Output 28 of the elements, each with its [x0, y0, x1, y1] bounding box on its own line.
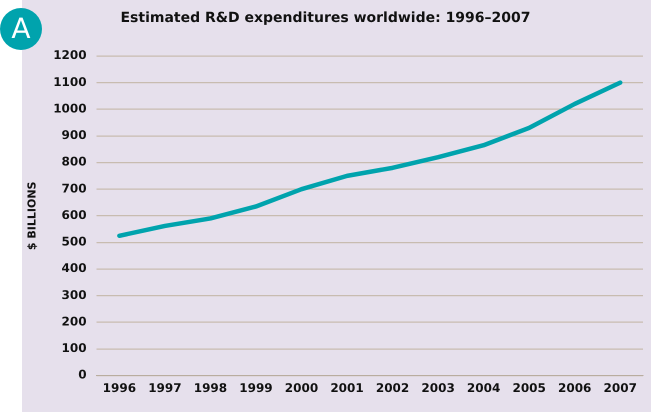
x-tick-label: 1998 [194, 380, 228, 395]
x-tick-label: 2000 [284, 380, 318, 395]
y-tick-label: 300 [62, 288, 87, 302]
y-tick-label: 1200 [53, 48, 87, 62]
y-axis-title: $ BILLIONS [25, 181, 38, 250]
x-tick-label: 1996 [102, 380, 136, 395]
y-tick-label: 200 [62, 314, 87, 328]
y-tick-label: 800 [62, 154, 87, 169]
y-tick-label: 100 [62, 341, 87, 356]
x-tick-label: 2001 [330, 380, 364, 395]
y-tick-label: 1100 [53, 74, 87, 89]
text: A [0, 8, 42, 50]
x-tick-label: 2006 [558, 380, 592, 395]
x-tick-label: 2004 [466, 380, 500, 395]
chart-title: Estimated R&D expenditures worldwide: 1996–2007 [120, 10, 530, 26]
y-tick-label: 600 [62, 208, 87, 222]
y-tick-label: 700 [62, 181, 87, 196]
x-tick-label: 2002 [376, 380, 410, 395]
x-tick-label: 2003 [421, 380, 455, 395]
x-tick-label: 2005 [512, 380, 546, 395]
y-tick-label: 900 [62, 128, 87, 142]
y-tick-label: 0 [78, 368, 87, 382]
x-tick-label: 2007 [604, 380, 637, 395]
y-tick-label: 400 [62, 261, 87, 276]
x-tick-label: 1997 [148, 380, 182, 395]
y-tick-label: 500 [62, 234, 87, 249]
x-tick-label: 1999 [239, 380, 273, 395]
y-tick-label: 1000 [53, 101, 87, 116]
